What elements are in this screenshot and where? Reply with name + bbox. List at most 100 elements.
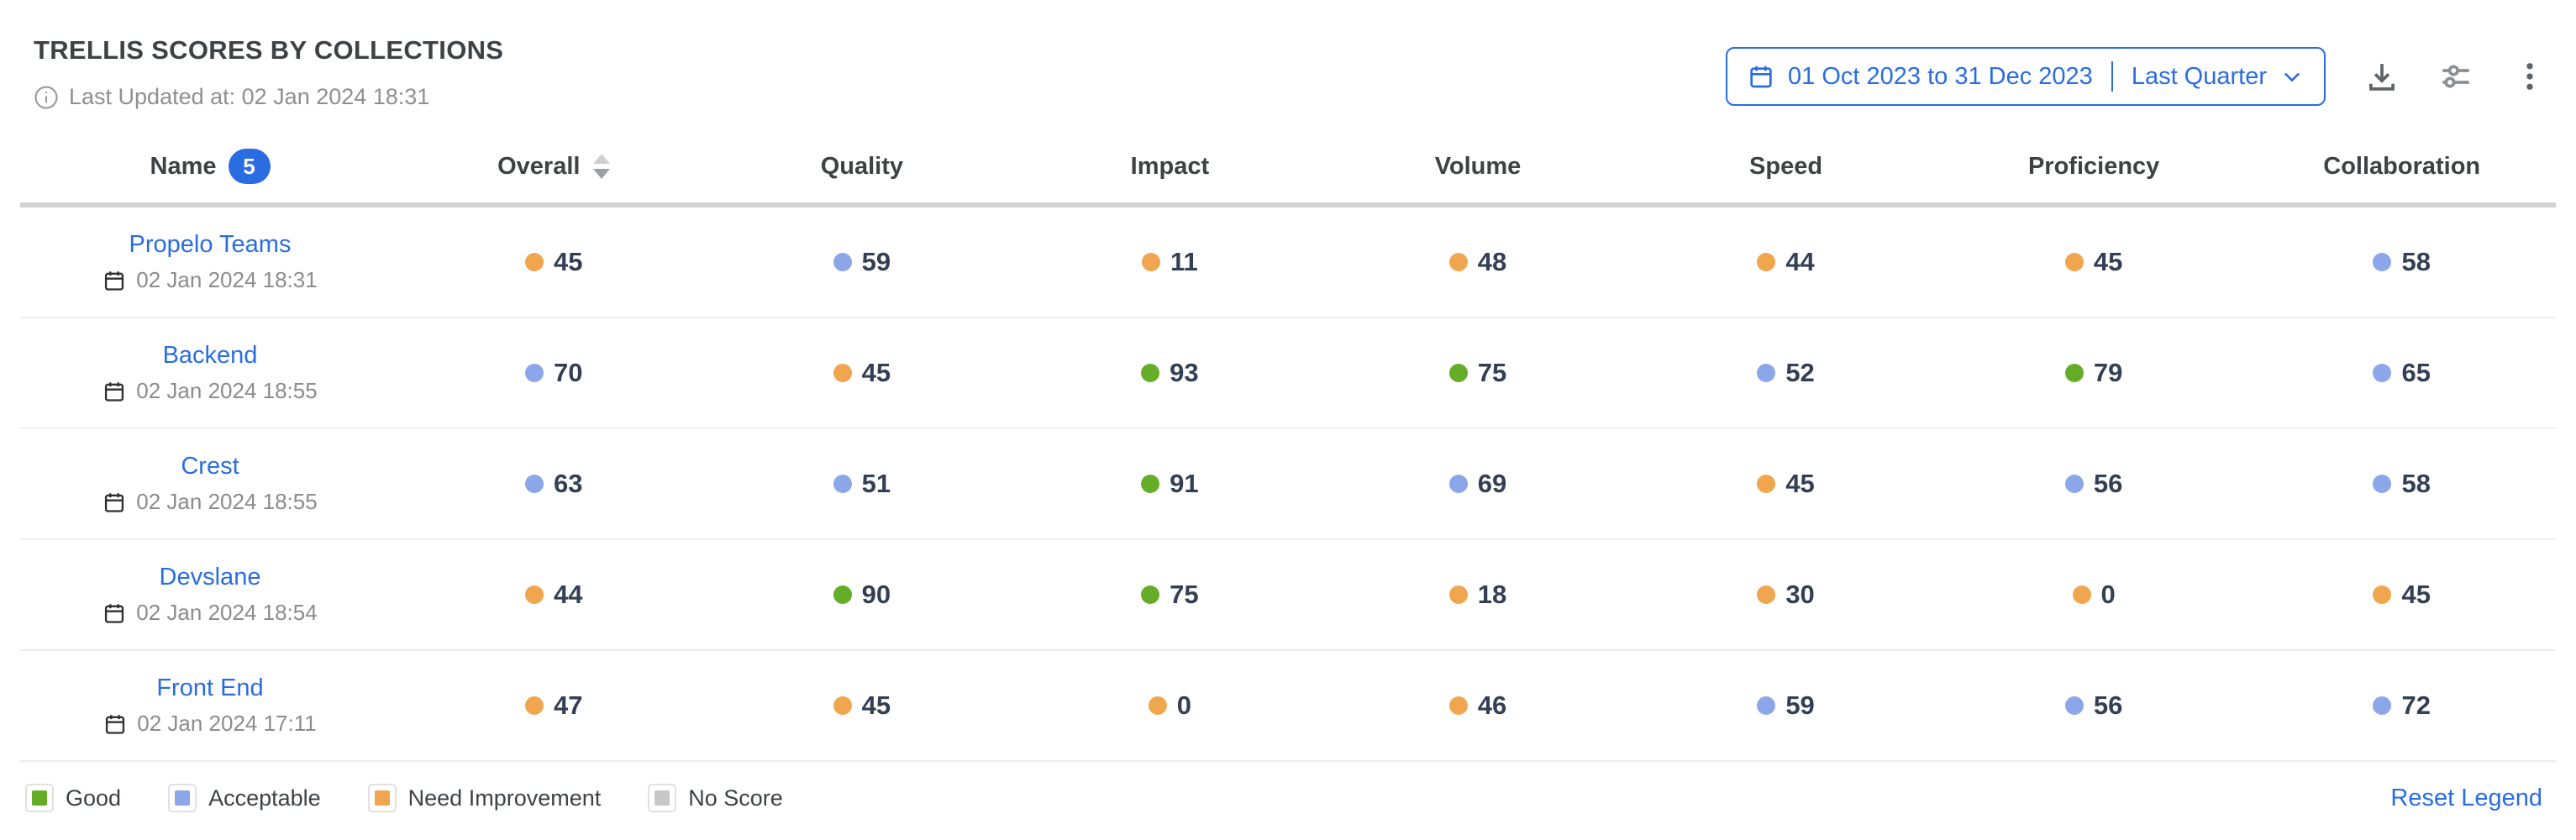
date-range-text: 01 Oct 2023 to 31 Dec 2023 <box>1788 62 2093 90</box>
name-cell: Propelo Teams 02 Jan 2024 18:31 <box>20 231 400 293</box>
table-header-row: Name 5 Overall Quality Impact Volume Spe… <box>20 130 2556 207</box>
last-updated-text: Last Updated at: 02 Jan 2024 18:31 <box>69 84 430 109</box>
trellis-scores-table: Name 5 Overall Quality Impact Volume Spe… <box>20 130 2556 762</box>
chevron-down-icon <box>2280 65 2304 88</box>
legend-item-acceptable[interactable]: Acceptable <box>168 784 321 812</box>
legend-label: Good <box>66 785 122 811</box>
score-cell-proficiency: 56 <box>1940 690 2248 721</box>
info-icon[interactable] <box>34 85 59 110</box>
legend-label: No Score <box>688 785 783 811</box>
score-dot <box>525 696 544 715</box>
widget-title: TRELLIS SCORES BY COLLECTIONS <box>34 35 504 65</box>
score-cell-proficiency: 0 <box>1940 580 2248 610</box>
score-value: 52 <box>1785 358 1815 387</box>
score-cell-speed: 45 <box>1632 469 1940 499</box>
score-cell-volume: 46 <box>1324 690 1632 721</box>
row-date: 02 Jan 2024 18:55 <box>103 378 318 404</box>
score-cell-overall: 70 <box>400 358 708 388</box>
download-button[interactable] <box>2364 59 2400 94</box>
score-dot <box>1448 364 1468 382</box>
score-dot <box>1757 475 1776 493</box>
score-value: 58 <box>2401 469 2431 498</box>
no-score-swatch-icon <box>655 790 670 806</box>
score-cell-quality: 45 <box>708 358 1017 388</box>
sliders-icon <box>2438 59 2473 94</box>
date-range-button[interactable]: 01 Oct 2023 to 31 Dec 2023 Last Quarter <box>1726 47 2326 106</box>
score-cell-quality: 90 <box>708 580 1017 610</box>
collection-link[interactable]: Front End <box>156 675 264 701</box>
legend-label: Acceptable <box>208 785 321 811</box>
score-dot <box>1148 696 1167 715</box>
score-dot <box>2373 475 2392 493</box>
legend-item-need-improvement[interactable]: Need Improvement <box>367 784 602 812</box>
row-date: 02 Jan 2024 18:54 <box>103 600 318 626</box>
column-header-speed: Speed <box>1632 153 1940 181</box>
score-dot <box>833 585 852 604</box>
count-badge: 5 <box>228 149 271 184</box>
score-value: 0 <box>1176 690 1192 720</box>
row-date-text: 02 Jan 2024 18:55 <box>136 489 318 514</box>
score-value: 72 <box>2401 690 2431 720</box>
score-cell-quality: 59 <box>708 247 1017 277</box>
collection-link[interactable]: Crest <box>181 453 239 480</box>
download-icon <box>2364 59 2400 94</box>
score-cell-overall: 63 <box>400 469 708 499</box>
score-cell-collaboration: 58 <box>2247 247 2556 277</box>
score-cell-impact: 93 <box>1016 358 1324 388</box>
column-header-overall[interactable]: Overall <box>400 153 708 181</box>
legend-swatch-box <box>25 784 54 812</box>
calendar-icon <box>103 380 126 403</box>
sort-icon[interactable] <box>593 154 611 179</box>
title-block: TRELLIS SCORES BY COLLECTIONS Last Updat… <box>34 35 503 110</box>
legend-item-no-score[interactable]: No Score <box>648 784 783 812</box>
caret-up-icon <box>593 154 611 164</box>
legend-swatch-box <box>168 784 197 812</box>
acceptable-swatch-icon <box>175 790 191 806</box>
table-row: Crest 02 Jan 2024 18:55 63 51 91 69 45 5… <box>20 429 2556 540</box>
collection-link[interactable]: Devslane <box>159 564 261 591</box>
settings-button[interactable] <box>2438 59 2473 94</box>
score-value: 91 <box>1170 469 1199 498</box>
score-cell-quality: 45 <box>708 690 1017 721</box>
collection-link[interactable]: Backend <box>162 342 258 369</box>
score-dot <box>1757 696 1776 715</box>
score-value: 47 <box>554 690 583 720</box>
good-swatch-icon <box>32 790 47 806</box>
score-dot <box>1141 585 1160 604</box>
row-date: 02 Jan 2024 17:11 <box>103 711 317 737</box>
score-value: 75 <box>1170 580 1199 609</box>
score-value: 45 <box>1785 469 1815 498</box>
column-header-collaboration: Collaboration <box>2247 153 2556 181</box>
score-cell-impact: 75 <box>1016 580 1324 610</box>
score-cell-overall: 45 <box>400 247 708 277</box>
score-dot <box>833 475 852 493</box>
legend-label: Need Improvement <box>407 785 602 811</box>
column-label: Speed <box>1749 152 1823 180</box>
score-cell-proficiency: 56 <box>1940 469 2248 499</box>
more-menu-button[interactable] <box>2512 59 2547 94</box>
score-cell-collaboration: 45 <box>2247 580 2556 610</box>
calendar-icon <box>103 269 126 292</box>
column-header-impact: Impact <box>1016 153 1324 181</box>
row-date-text: 02 Jan 2024 17:11 <box>137 711 317 736</box>
score-value: 44 <box>1785 247 1815 276</box>
score-cell-impact: 0 <box>1016 690 1324 721</box>
score-value: 0 <box>2100 580 2116 609</box>
score-value: 45 <box>2401 580 2431 609</box>
collection-link[interactable]: Propelo Teams <box>129 231 292 258</box>
score-value: 45 <box>554 247 583 276</box>
legend-item-good[interactable]: Good <box>25 784 121 812</box>
reset-legend-link[interactable]: Reset Legend <box>2390 784 2542 811</box>
score-dot <box>833 253 852 271</box>
score-value: 59 <box>1785 690 1815 720</box>
score-cell-proficiency: 79 <box>1940 358 2248 388</box>
column-header-volume: Volume <box>1324 153 1632 181</box>
score-cell-speed: 52 <box>1632 358 1940 388</box>
score-value: 75 <box>1477 358 1507 387</box>
score-dot <box>525 253 544 271</box>
score-value: 63 <box>554 469 583 498</box>
score-dot <box>833 696 852 715</box>
score-cell-proficiency: 45 <box>1940 247 2248 277</box>
score-dot <box>525 364 544 382</box>
score-value: 90 <box>861 580 891 609</box>
